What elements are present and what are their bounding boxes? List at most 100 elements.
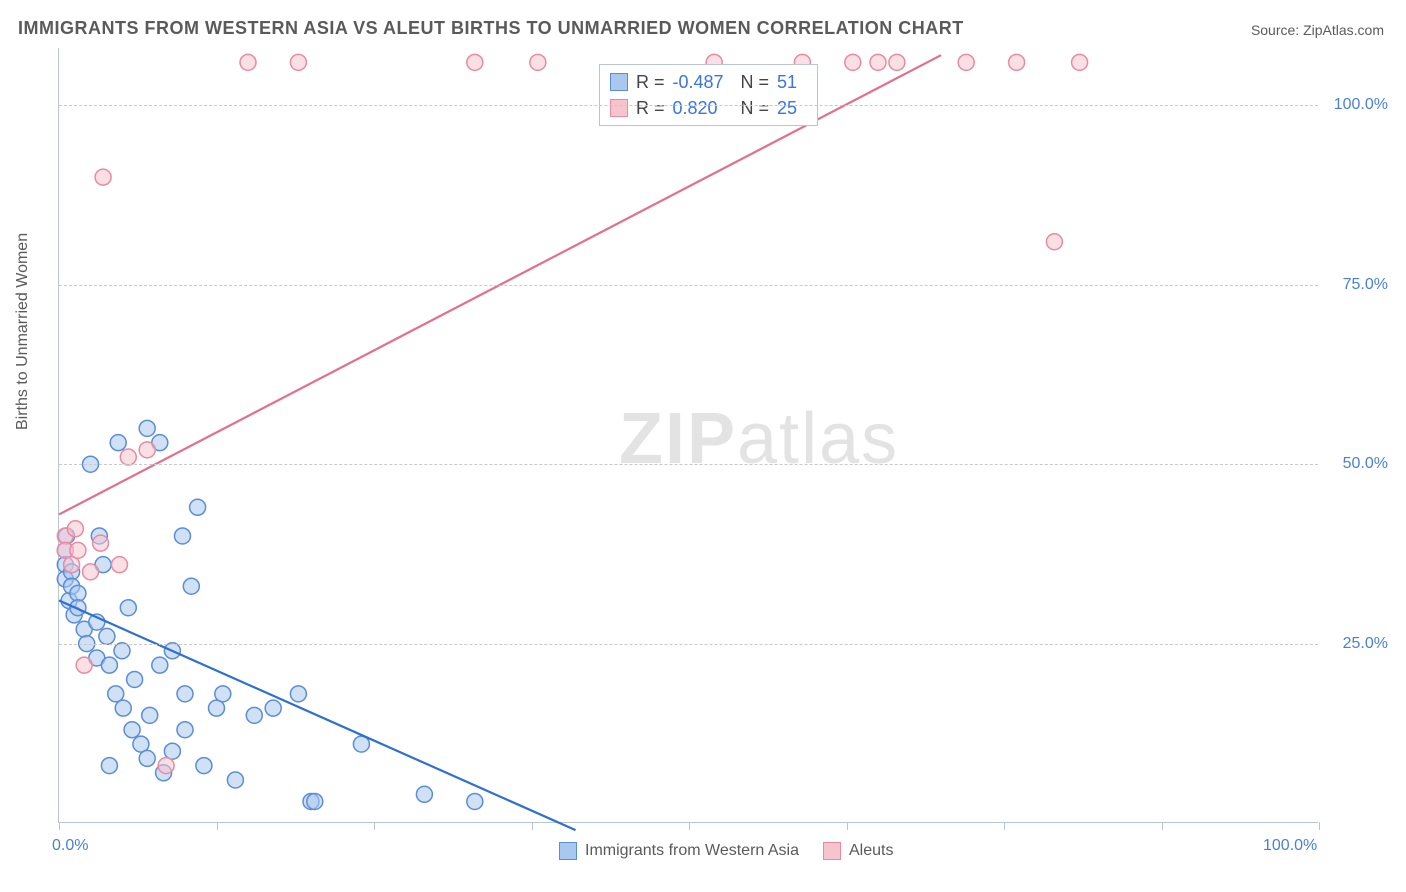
x-tick	[532, 822, 533, 830]
x-tick	[1162, 822, 1163, 830]
data-point	[1009, 54, 1025, 70]
stats-row: R = -0.487 N = 51	[610, 69, 807, 95]
gridline	[59, 644, 1318, 645]
legend-swatch	[823, 842, 841, 860]
data-point	[64, 557, 80, 573]
data-point	[83, 564, 99, 580]
x-tick	[847, 822, 848, 830]
chart-svg	[59, 48, 1318, 822]
gridline	[59, 105, 1318, 106]
x-tick	[217, 822, 218, 830]
legend-item: Aleuts	[823, 842, 893, 860]
data-point	[111, 557, 127, 573]
legend-bottom: Immigrants from Western Asia Aleuts	[559, 842, 893, 860]
data-point	[1046, 234, 1062, 250]
data-point	[1072, 54, 1088, 70]
data-point	[265, 700, 281, 716]
series-swatch	[610, 99, 628, 117]
y-tick-label: 100.0%	[1334, 96, 1388, 114]
data-point	[101, 657, 117, 673]
data-point	[467, 54, 483, 70]
n-label: N =	[741, 98, 770, 119]
y-axis-label: Births to Unmarried Women	[14, 233, 32, 430]
data-point	[139, 442, 155, 458]
data-point	[99, 628, 115, 644]
legend-label: Aleuts	[849, 842, 893, 860]
r-label: R =	[636, 72, 665, 93]
y-tick-label: 75.0%	[1343, 276, 1388, 294]
x-tick	[374, 822, 375, 830]
n-value: 25	[777, 98, 807, 119]
data-point	[215, 686, 231, 702]
gridline	[59, 464, 1318, 465]
stats-legend-box: R = -0.487 N = 51 R = 0.820 N = 25	[599, 64, 818, 126]
legend-label: Immigrants from Western Asia	[585, 842, 799, 860]
data-point	[290, 686, 306, 702]
data-point	[114, 643, 130, 659]
data-point	[307, 793, 323, 809]
data-point	[95, 169, 111, 185]
data-point	[177, 722, 193, 738]
x-tick	[59, 822, 60, 830]
r-label: R =	[636, 98, 665, 119]
source-name: ZipAtlas.com	[1303, 22, 1384, 38]
legend-swatch	[559, 842, 577, 860]
data-point	[120, 600, 136, 616]
data-point	[108, 686, 124, 702]
x-tick	[689, 822, 690, 830]
data-point	[152, 657, 168, 673]
data-point	[101, 758, 117, 774]
data-point	[70, 585, 86, 601]
data-point	[115, 700, 131, 716]
data-point	[416, 786, 432, 802]
data-point	[290, 54, 306, 70]
data-point	[127, 671, 143, 687]
data-point	[139, 750, 155, 766]
data-point	[67, 521, 83, 537]
data-point	[183, 578, 199, 594]
data-point	[139, 420, 155, 436]
data-point	[93, 535, 109, 551]
source-attribution: Source: ZipAtlas.com	[1251, 22, 1384, 38]
data-point	[240, 54, 256, 70]
plot-area: ZIPatlas R =-0.487N =51R =0.820N =25 Imm…	[58, 48, 1318, 823]
data-point	[845, 54, 861, 70]
x-tick-label: 0.0%	[52, 837, 88, 855]
gridline	[59, 285, 1318, 286]
data-point	[190, 499, 206, 515]
x-tick-label: 100.0%	[1263, 837, 1317, 855]
data-point	[174, 528, 190, 544]
data-point	[889, 54, 905, 70]
data-point	[142, 707, 158, 723]
n-label: N =	[741, 72, 770, 93]
data-point	[70, 542, 86, 558]
stats-row: R = 0.820 N = 25	[610, 95, 807, 121]
r-value: 0.820	[673, 98, 733, 119]
data-point	[133, 736, 149, 752]
data-point	[227, 772, 243, 788]
data-point	[177, 686, 193, 702]
data-point	[120, 449, 136, 465]
data-point	[196, 758, 212, 774]
series-swatch	[610, 73, 628, 91]
data-point	[76, 657, 92, 673]
y-tick-label: 50.0%	[1343, 455, 1388, 473]
data-point	[110, 435, 126, 451]
data-point	[246, 707, 262, 723]
data-point	[530, 54, 546, 70]
legend-item: Immigrants from Western Asia	[559, 842, 799, 860]
y-tick-label: 25.0%	[1343, 635, 1388, 653]
data-point	[467, 793, 483, 809]
n-value: 51	[777, 72, 807, 93]
data-point	[124, 722, 140, 738]
data-point	[70, 600, 86, 616]
r-value: -0.487	[673, 72, 733, 93]
data-point	[158, 758, 174, 774]
data-point	[958, 54, 974, 70]
data-point	[870, 54, 886, 70]
x-tick	[1319, 822, 1320, 830]
x-tick	[1004, 822, 1005, 830]
data-point	[164, 743, 180, 759]
chart-title: IMMIGRANTS FROM WESTERN ASIA VS ALEUT BI…	[18, 18, 964, 39]
data-point	[209, 700, 225, 716]
